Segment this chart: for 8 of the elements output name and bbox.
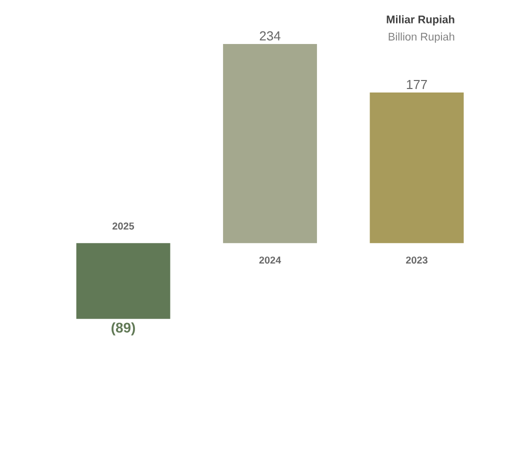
data-label: (89) [112,322,135,336]
x-tick-label: 2024 [259,256,282,264]
x-tick-label: 2025 [112,222,134,230]
data-label: 177 [406,80,427,89]
chart-title: Miliar Rupiah [386,15,454,26]
data-label: 234 [260,31,280,40]
chart-subtitle: Billion Rupiah [388,32,454,43]
x-tick-label: 2023 [406,256,428,264]
